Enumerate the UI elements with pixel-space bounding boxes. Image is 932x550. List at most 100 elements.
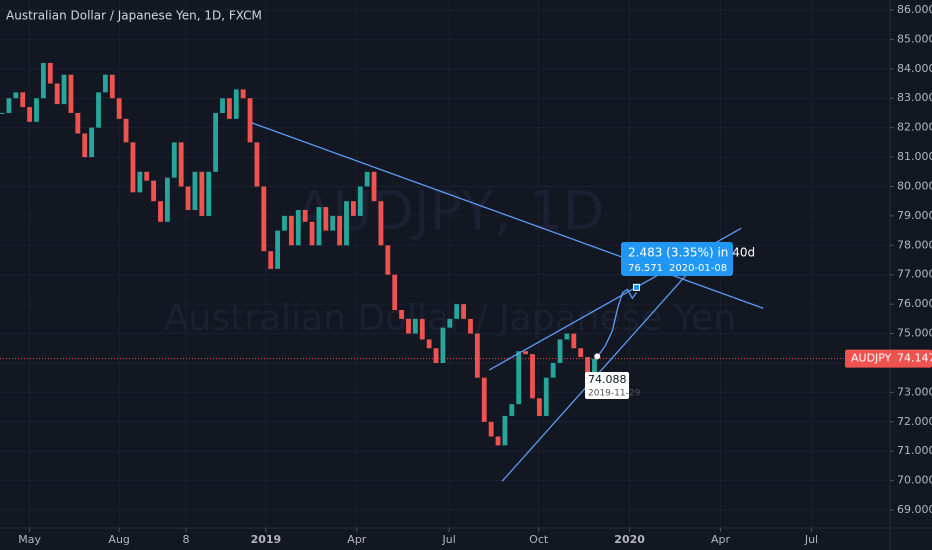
candle [419,318,425,340]
candle [75,112,81,134]
candle [178,142,184,187]
candle [426,339,432,349]
price-tag-value: 74.147 [897,352,932,365]
grid [0,0,890,528]
candle [185,186,191,211]
candle [268,251,274,269]
candle [516,351,522,405]
candle [123,118,129,143]
candle [0,112,5,114]
candle [378,201,384,246]
candle [557,339,563,363]
candle [502,415,508,446]
candle [240,89,246,99]
x-tick-label: May [18,533,41,546]
projection-change: 2.483 (3.35%) in 40d [628,246,755,260]
candle [6,98,12,113]
candle [454,304,460,319]
candle [40,62,46,99]
x-tick-label: Jul [804,533,818,546]
candle [371,171,377,202]
y-tick-label: 79.000 [897,209,932,222]
y-tick-label: 72.000 [897,415,932,428]
candle [288,215,294,246]
y-tick-label: 70.000 [897,474,932,487]
candle [213,112,219,172]
candle [392,274,398,311]
candle [481,377,487,422]
y-tick-label: 76.000 [897,297,932,310]
y-tick-label: 84.000 [897,62,932,75]
y-tick-label: 78.000 [897,238,932,251]
y-tick-label: 83.000 [897,91,932,104]
y-tick-label: 77.000 [897,268,932,281]
candle [399,310,405,319]
candle [116,98,122,119]
candle [282,215,287,231]
price-tag-symbol: AUDJPY [851,352,892,365]
candle [199,171,205,216]
x-tick-label: Apr [347,533,367,546]
candle [171,142,177,178]
candle [89,127,95,158]
candle [233,89,239,119]
candle [261,186,267,252]
label-date: 2019-11-29 [588,389,641,399]
x-tick-label: 2020 [614,533,645,546]
candle [592,358,597,375]
projection-price: 76.571 [628,263,663,274]
candle [344,201,349,246]
candle [550,362,556,378]
candle [585,357,591,375]
projection-point [633,283,641,291]
candle [220,98,225,113]
candle [323,207,329,231]
candle [158,201,163,222]
candle [350,201,356,216]
y-tick-label: 82.000 [897,121,932,134]
label-box [585,372,629,399]
candle [337,215,343,246]
candle [295,210,301,246]
y-tick-label: 81.000 [897,150,932,163]
price-tag [845,349,932,368]
projection-box [621,242,733,276]
x-tick-label: Oct [529,533,549,546]
candle [13,92,19,99]
watermark-description: Australian Dollar / Japanese Yen [164,298,736,339]
candle [495,436,501,446]
candle [20,92,26,108]
candle [164,177,170,222]
x-tick-label: Jul [441,533,455,546]
x-tick-label: Aug [108,533,129,546]
candle [137,171,143,193]
label-point [594,353,601,360]
candle [27,107,33,122]
candle [488,421,494,437]
plot: 2.483 (3.35%) in 40d 76.571 2020-01-08 74.0… [0,62,890,482]
candle [47,62,53,84]
candle [578,348,584,358]
candle [316,207,322,246]
candle [433,348,439,363]
candle [192,171,198,211]
candle [440,327,446,363]
y-tick-label: 80.000 [897,179,932,192]
trend-line [596,288,638,358]
candle [54,83,60,105]
trend-line [251,122,764,309]
candle [82,133,88,158]
chart-title: Australian Dollar / Japanese Yen, 1D, FX… [6,9,262,23]
x-tick-label: Apr [711,533,731,546]
candle [447,318,453,328]
candle [206,171,212,216]
y-tick-label: 73.000 [897,385,932,398]
candle [330,215,336,231]
x-tick-label: 2019 [251,533,282,546]
candle [96,92,101,128]
candle [68,74,74,113]
y-tick-label: 86.000 [897,3,932,16]
candle [302,210,308,222]
